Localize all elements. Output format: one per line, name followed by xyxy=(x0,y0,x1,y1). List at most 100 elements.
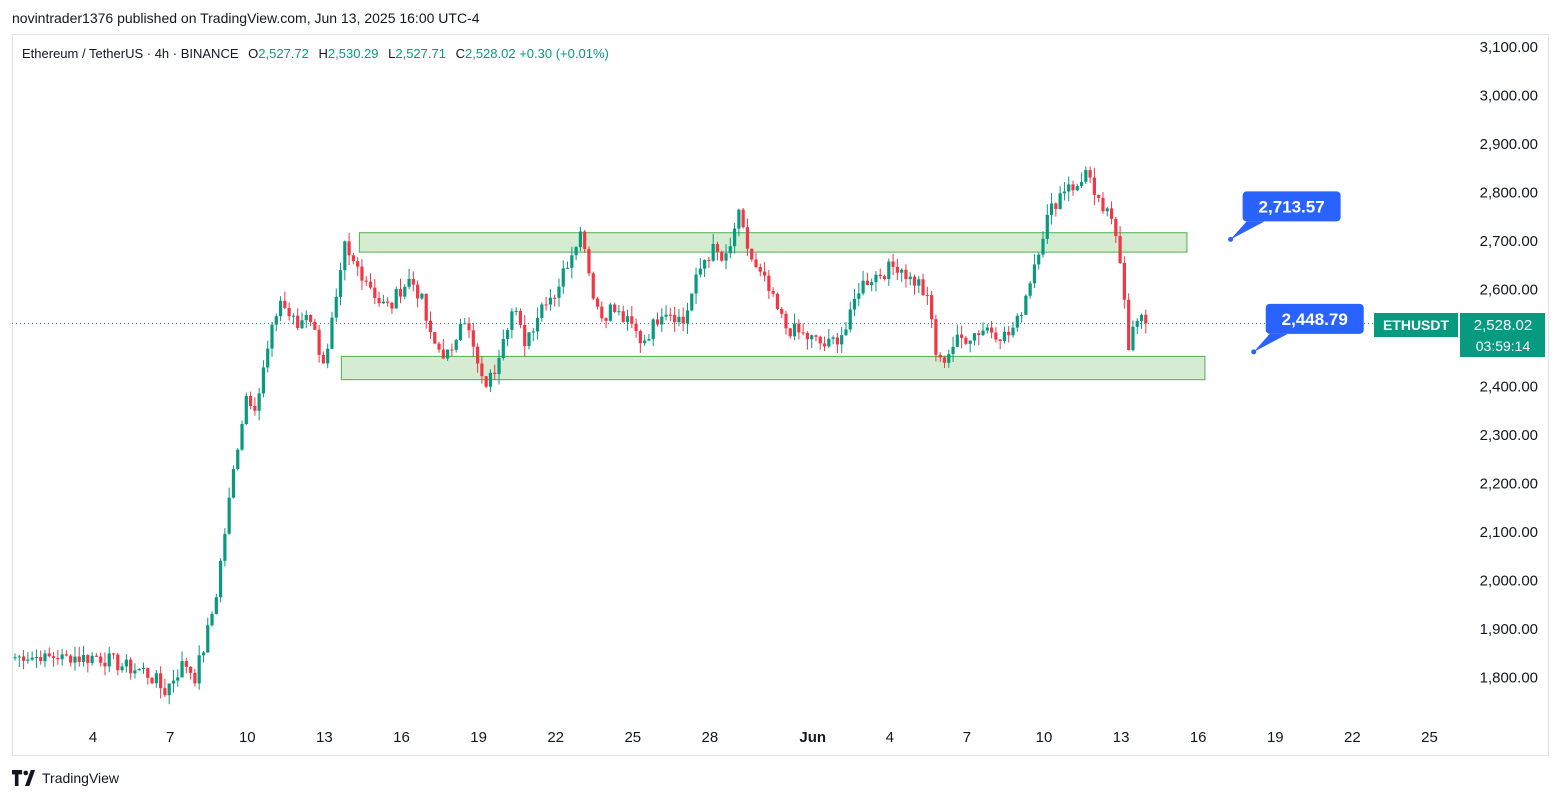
candle-body xyxy=(163,688,167,696)
price-axis[interactable]: 3,100.00 3,000.00 2,900.00 2,800.00 2,700.00… xyxy=(1480,39,1538,687)
tradingview-logo-icon[interactable] xyxy=(12,770,38,786)
candle-body xyxy=(1041,238,1045,255)
candle-body xyxy=(1032,264,1037,284)
candle-body xyxy=(1024,295,1028,315)
candle-body xyxy=(94,655,98,657)
candle-body xyxy=(257,393,261,411)
candle-body xyxy=(171,680,176,684)
candle-body xyxy=(150,677,154,684)
callout-anchor[interactable] xyxy=(1228,236,1234,242)
candle-body xyxy=(133,670,137,674)
candle-body xyxy=(111,653,116,655)
candle-body xyxy=(1007,331,1011,336)
legend-open-label: O xyxy=(248,46,259,61)
time-axis-tick: Jun xyxy=(799,729,826,746)
candle-body xyxy=(428,320,433,333)
callout-anchor[interactable] xyxy=(1251,349,1257,355)
candle-body xyxy=(90,655,94,663)
candle-body xyxy=(947,354,951,363)
candle-body xyxy=(291,315,296,317)
candle-body xyxy=(261,367,266,394)
candle-body xyxy=(1114,218,1118,237)
candle-body xyxy=(69,655,73,663)
candle-body xyxy=(925,294,929,296)
candle-body xyxy=(266,348,270,368)
price-axis-tick: 3,100.00 xyxy=(1480,39,1538,56)
candle-body xyxy=(56,657,60,660)
candle-body xyxy=(981,330,985,336)
candle-body xyxy=(908,276,912,280)
time-axis-tick: 10 xyxy=(239,729,256,746)
candle-body xyxy=(326,348,330,364)
time-axis-tick: 13 xyxy=(1113,729,1130,746)
candle-body xyxy=(1139,314,1144,321)
candle-body xyxy=(321,354,325,364)
candle-body xyxy=(64,654,68,656)
candle-body xyxy=(874,274,878,283)
candle-body xyxy=(583,231,587,249)
legend-close-label: C xyxy=(455,46,465,61)
candle-body xyxy=(985,327,989,331)
candle-body xyxy=(990,327,994,333)
candle-body xyxy=(698,268,702,275)
candle-body xyxy=(870,282,874,286)
callout-label: 2,448.79 xyxy=(1282,310,1348,329)
candle-body xyxy=(351,255,355,262)
candle-body xyxy=(1028,283,1032,296)
candle-body xyxy=(193,672,197,684)
time-axis-tick: 4 xyxy=(89,729,97,746)
candle-body xyxy=(364,280,368,282)
candle-body xyxy=(681,316,685,324)
candle-body xyxy=(638,331,642,344)
candle-body xyxy=(848,309,852,330)
legend-high-label: H xyxy=(318,46,328,61)
candle-body xyxy=(154,673,158,684)
candle-body xyxy=(497,357,501,374)
candle-body xyxy=(707,259,711,261)
candle-body xyxy=(236,449,240,470)
candle-body xyxy=(240,424,244,450)
price-axis-tick: 3,000.00 xyxy=(1480,88,1538,105)
candle-body xyxy=(561,268,565,287)
candle-body xyxy=(792,323,797,337)
candle-body xyxy=(891,261,895,267)
candle-body xyxy=(844,329,848,336)
candle-body xyxy=(604,318,608,321)
candle-body xyxy=(416,284,420,299)
candle-body xyxy=(578,231,582,248)
candle-body xyxy=(420,293,424,299)
price-axis-tick: 2,200.00 xyxy=(1480,476,1538,493)
candle-body xyxy=(124,659,128,667)
candle-body xyxy=(814,335,818,337)
time-axis[interactable]: 4 7 10 13 16 19 22 25 28 Jun 4 7 10 13 16 19 22 25 xyxy=(89,729,1438,746)
candle-body xyxy=(1122,262,1126,300)
candle-body xyxy=(634,323,638,332)
candle-body xyxy=(300,320,304,329)
candle-body xyxy=(535,318,540,332)
support-zone[interactable] xyxy=(340,355,1206,381)
candle-body xyxy=(861,280,865,294)
candle-body xyxy=(942,357,947,363)
callout-box[interactable] xyxy=(1265,303,1364,334)
candle-body xyxy=(493,372,497,374)
candle-body xyxy=(381,301,385,304)
candle-body xyxy=(137,669,141,671)
candle-body xyxy=(403,286,407,297)
candle-body xyxy=(231,469,236,498)
candle-body xyxy=(557,286,561,298)
resistance-zone[interactable] xyxy=(358,232,1188,253)
candle-body xyxy=(574,247,578,256)
candle-body xyxy=(724,253,728,261)
candle-body xyxy=(972,333,977,341)
footer-brand[interactable]: TradingView xyxy=(42,770,120,786)
candle-body xyxy=(1015,315,1019,328)
candle-body xyxy=(471,330,475,347)
candle-body xyxy=(818,336,822,344)
candle-body xyxy=(617,311,621,313)
candle-body xyxy=(296,315,300,329)
legend-symbol[interactable]: Ethereum / TetherUS · 4h · BINANCE xyxy=(22,46,239,61)
callout-pointer xyxy=(1230,221,1265,240)
callout-box[interactable] xyxy=(1242,191,1341,222)
author-name[interactable]: novintrader1376 xyxy=(12,10,114,26)
